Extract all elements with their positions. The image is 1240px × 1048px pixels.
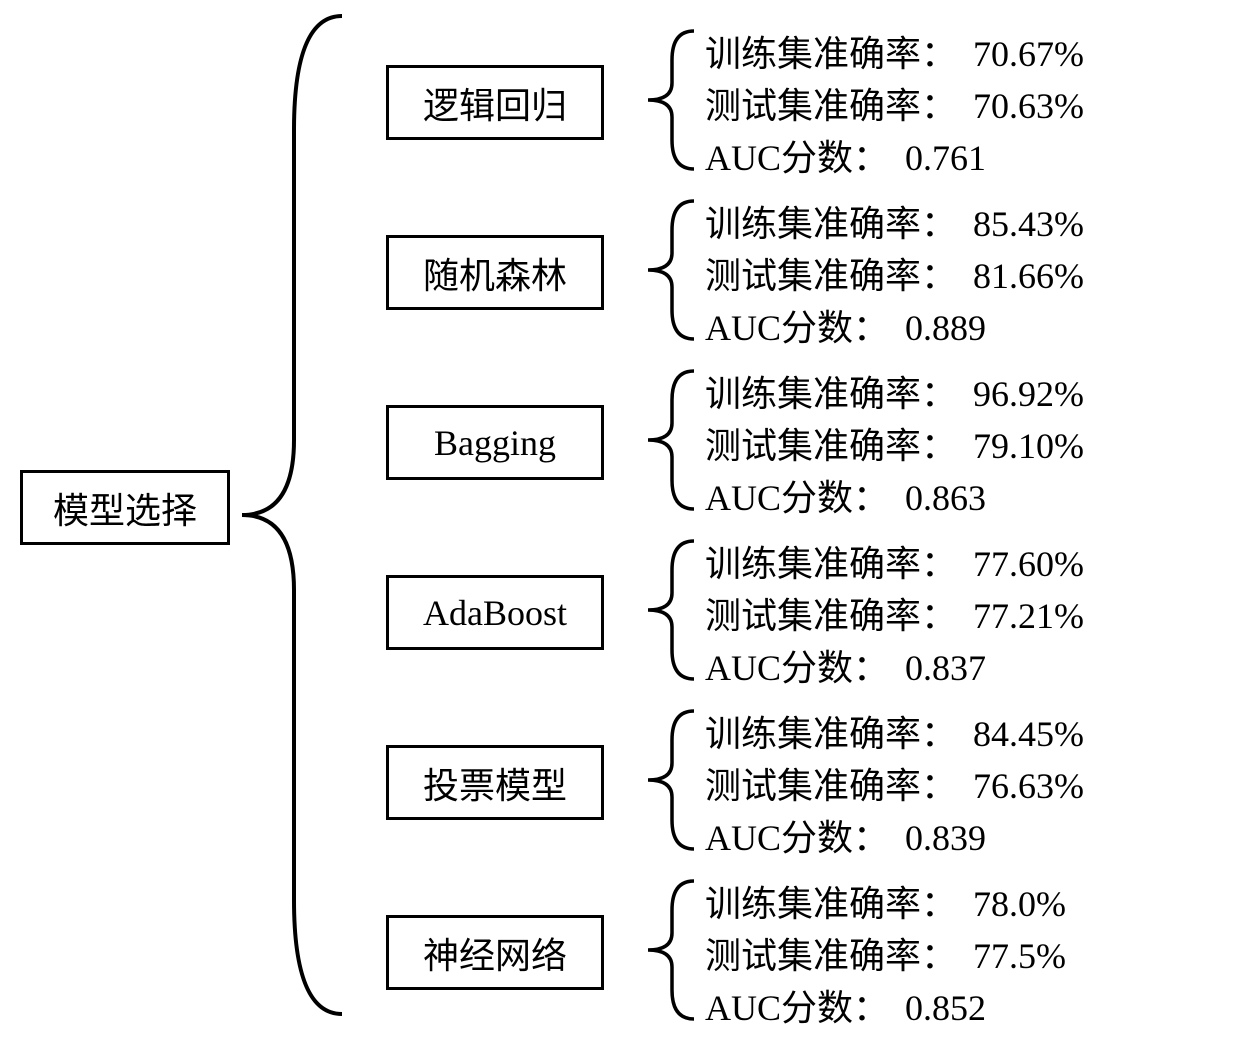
model-row: 随机森林 训练集准确率： 85.43% 测试集准确率： 81.66% AUC分数： 0… bbox=[350, 190, 1220, 350]
metric-label: AUC分数： bbox=[705, 818, 889, 858]
metric-value: 0.761 bbox=[905, 138, 986, 178]
model-box: AdaBoost bbox=[386, 575, 604, 650]
metrics-block: 训练集准确率： 96.92% 测试集准确率： 79.10% AUC分数： 0.863 bbox=[705, 368, 1225, 525]
metric-value: 85.43% bbox=[973, 204, 1084, 244]
metrics-block: 训练集准确率： 85.43% 测试集准确率： 81.66% AUC分数： 0.889 bbox=[705, 198, 1225, 355]
metrics-brace-icon bbox=[640, 195, 700, 345]
metric-label: 训练集准确率： bbox=[705, 374, 957, 414]
model-box: Bagging bbox=[386, 405, 604, 480]
metrics-brace-icon bbox=[640, 25, 700, 175]
metrics-block: 训练集准确率： 84.45% 测试集准确率： 76.63% AUC分数： 0.839 bbox=[705, 708, 1225, 865]
metric-label: 训练集准确率： bbox=[705, 714, 957, 754]
model-name: 逻辑回归 bbox=[423, 77, 567, 129]
root-brace-icon bbox=[232, 10, 352, 1020]
metric-label: AUC分数： bbox=[705, 138, 889, 178]
metric-value: 76.63% bbox=[973, 766, 1084, 806]
metric-test-acc: 测试集准确率： 70.63% bbox=[705, 80, 1225, 132]
metric-label: AUC分数： bbox=[705, 648, 889, 688]
model-box: 投票模型 bbox=[386, 745, 604, 820]
metric-label: AUC分数： bbox=[705, 478, 889, 518]
metric-test-acc: 测试集准确率： 79.10% bbox=[705, 420, 1225, 472]
metric-value: 77.21% bbox=[973, 596, 1084, 636]
root-node: 模型选择 bbox=[20, 470, 230, 545]
metric-value: 0.863 bbox=[905, 478, 986, 518]
model-box: 随机森林 bbox=[386, 235, 604, 310]
metrics-brace-icon bbox=[640, 875, 700, 1025]
metric-label: AUC分数： bbox=[705, 988, 889, 1028]
metrics-brace-icon bbox=[640, 705, 700, 855]
metric-value: 0.852 bbox=[905, 988, 986, 1028]
model-row: 神经网络 训练集准确率： 78.0% 测试集准确率： 77.5% AUC分数： 0.8… bbox=[350, 870, 1220, 1030]
metric-auc: AUC分数： 0.852 bbox=[705, 982, 1225, 1034]
metric-value: 0.839 bbox=[905, 818, 986, 858]
models-container: 逻辑回归 训练集准确率： 70.67% 测试集准确率： 70.63% AUC分数： 0… bbox=[350, 10, 1220, 1030]
model-name: 随机森林 bbox=[423, 247, 567, 299]
metric-test-acc: 测试集准确率： 77.5% bbox=[705, 930, 1225, 982]
metric-label: 测试集准确率： bbox=[705, 596, 957, 636]
metric-value: 0.837 bbox=[905, 648, 986, 688]
model-row: 逻辑回归 训练集准确率： 70.67% 测试集准确率： 70.63% AUC分数： 0… bbox=[350, 20, 1220, 180]
metrics-block: 训练集准确率： 78.0% 测试集准确率： 77.5% AUC分数： 0.852 bbox=[705, 878, 1225, 1035]
metric-value: 70.67% bbox=[973, 34, 1084, 74]
model-selection-diagram: 模型选择 逻辑回归 训练集准确率： 70.67% 测试集准确率： 70.63% bbox=[20, 10, 1220, 1040]
metric-test-acc: 测试集准确率： 77.21% bbox=[705, 590, 1225, 642]
metrics-brace-icon bbox=[640, 535, 700, 685]
metric-label: 训练集准确率： bbox=[705, 884, 957, 924]
metric-value: 79.10% bbox=[973, 426, 1084, 466]
metric-train-acc: 训练集准确率： 78.0% bbox=[705, 878, 1225, 930]
metrics-block: 训练集准确率： 70.67% 测试集准确率： 70.63% AUC分数： 0.761 bbox=[705, 28, 1225, 185]
metric-value: 70.63% bbox=[973, 86, 1084, 126]
metric-auc: AUC分数： 0.837 bbox=[705, 642, 1225, 694]
model-row: AdaBoost 训练集准确率： 77.60% 测试集准确率： 77.21% AUC… bbox=[350, 530, 1220, 690]
metric-value: 0.889 bbox=[905, 308, 986, 348]
model-name: Bagging bbox=[434, 422, 556, 464]
metric-label: 测试集准确率： bbox=[705, 766, 957, 806]
metrics-block: 训练集准确率： 77.60% 测试集准确率： 77.21% AUC分数： 0.837 bbox=[705, 538, 1225, 695]
metric-label: 测试集准确率： bbox=[705, 256, 957, 296]
model-box: 神经网络 bbox=[386, 915, 604, 990]
model-name: 投票模型 bbox=[423, 757, 567, 809]
metrics-brace-icon bbox=[640, 365, 700, 515]
model-row: Bagging 训练集准确率： 96.92% 测试集准确率： 79.10% AUC分… bbox=[350, 360, 1220, 520]
metric-value: 78.0% bbox=[973, 884, 1066, 924]
metric-label: 训练集准确率： bbox=[705, 544, 957, 584]
metric-value: 96.92% bbox=[973, 374, 1084, 414]
root-label: 模型选择 bbox=[53, 482, 197, 534]
metric-label: 测试集准确率： bbox=[705, 86, 957, 126]
metric-label: 测试集准确率： bbox=[705, 936, 957, 976]
metric-label: 测试集准确率： bbox=[705, 426, 957, 466]
model-row: 投票模型 训练集准确率： 84.45% 测试集准确率： 76.63% AUC分数： 0… bbox=[350, 700, 1220, 860]
metric-auc: AUC分数： 0.761 bbox=[705, 132, 1225, 184]
metric-label: AUC分数： bbox=[705, 308, 889, 348]
metric-train-acc: 训练集准确率： 70.67% bbox=[705, 28, 1225, 80]
model-name: AdaBoost bbox=[423, 592, 567, 634]
metric-train-acc: 训练集准确率： 84.45% bbox=[705, 708, 1225, 760]
metric-value: 81.66% bbox=[973, 256, 1084, 296]
metric-train-acc: 训练集准确率： 77.60% bbox=[705, 538, 1225, 590]
metric-auc: AUC分数： 0.863 bbox=[705, 472, 1225, 524]
model-name: 神经网络 bbox=[423, 927, 567, 979]
metric-train-acc: 训练集准确率： 85.43% bbox=[705, 198, 1225, 250]
model-box: 逻辑回归 bbox=[386, 65, 604, 140]
metric-value: 84.45% bbox=[973, 714, 1084, 754]
metric-value: 77.5% bbox=[973, 936, 1066, 976]
metric-label: 训练集准确率： bbox=[705, 204, 957, 244]
metric-label: 训练集准确率： bbox=[705, 34, 957, 74]
metric-test-acc: 测试集准确率： 76.63% bbox=[705, 760, 1225, 812]
metric-test-acc: 测试集准确率： 81.66% bbox=[705, 250, 1225, 302]
metric-train-acc: 训练集准确率： 96.92% bbox=[705, 368, 1225, 420]
metric-auc: AUC分数： 0.839 bbox=[705, 812, 1225, 864]
metric-auc: AUC分数： 0.889 bbox=[705, 302, 1225, 354]
metric-value: 77.60% bbox=[973, 544, 1084, 584]
